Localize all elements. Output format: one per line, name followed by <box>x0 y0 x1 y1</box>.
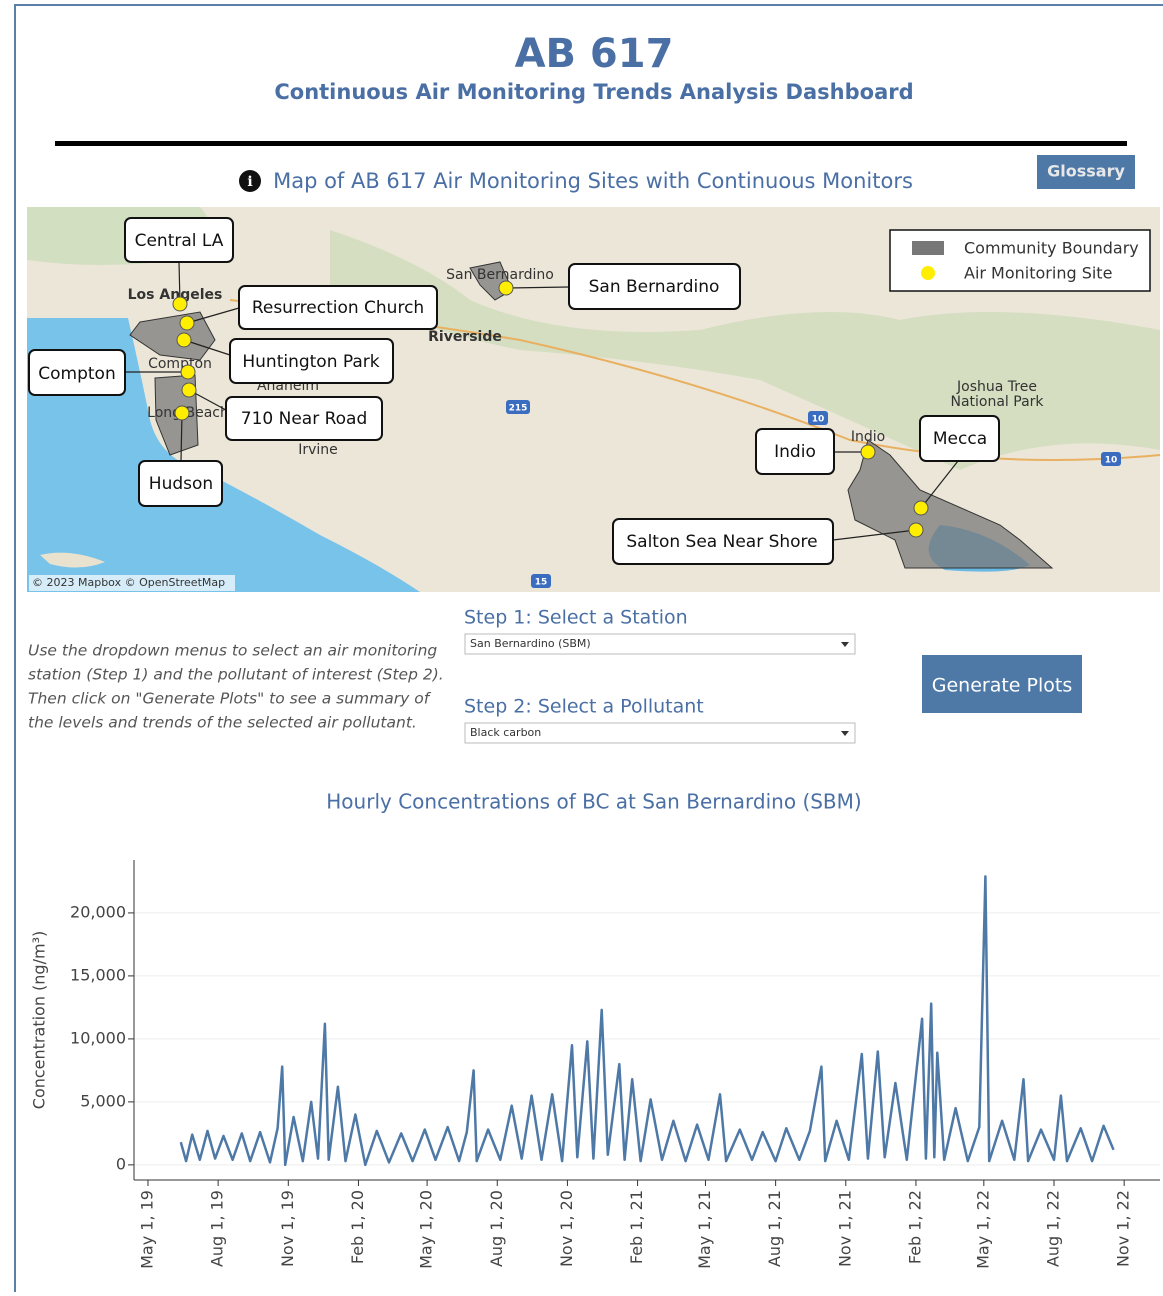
monitoring-site[interactable] <box>181 365 195 379</box>
y-axis-label: Concentration (ng/m³) <box>30 931 49 1109</box>
y-tick-label: 20,000 <box>70 902 126 921</box>
x-tick-label: May 1, 22 <box>973 1190 992 1269</box>
callout-label: Central LA <box>135 231 224 251</box>
monitoring-site[interactable] <box>173 297 187 311</box>
place-label: Joshua Tree <box>956 379 1037 395</box>
monitoring-site[interactable] <box>914 501 928 515</box>
y-tick-label: 15,000 <box>70 965 126 984</box>
x-tick-label: Feb 1, 21 <box>627 1190 646 1264</box>
highway-label: 215 <box>509 404 528 414</box>
x-tick-label: Nov 1, 21 <box>835 1190 854 1267</box>
map-title: Map of AB 617 Air Monitoring Sites with … <box>273 169 913 193</box>
step2-label: Step 2: Select a Pollutant <box>464 696 704 718</box>
monitoring-site[interactable] <box>909 523 923 537</box>
y-tick-label: 10,000 <box>70 1028 126 1047</box>
x-tick-label: Aug 1, 21 <box>765 1190 784 1267</box>
place-label: Riverside <box>428 329 502 345</box>
x-tick-label: Aug 1, 20 <box>487 1190 506 1267</box>
callout-label: San Bernardino <box>589 277 720 297</box>
divider <box>55 141 1127 146</box>
station-value[interactable]: San Bernardino (SBM) <box>470 637 591 650</box>
x-tick-label: Nov 1, 22 <box>1114 1190 1133 1267</box>
legend-swatch <box>912 241 944 255</box>
chart: Hourly Concentrations of BC at San Berna… <box>30 790 1161 1269</box>
title: AB 617 <box>515 31 674 77</box>
instruction-line: Use the dropdown menus to select an air … <box>28 642 437 660</box>
callout-label: 710 Near Road <box>241 409 368 429</box>
y-tick-label: 0 <box>116 1154 126 1173</box>
place-label: San Bernardino <box>446 267 554 283</box>
x-tick-label: Aug 1, 19 <box>208 1190 227 1267</box>
step1-label: Step 1: Select a Station <box>464 607 688 629</box>
attribution[interactable]: © 2023 Mapbox © OpenStreetMap <box>32 576 225 589</box>
callout-label: Indio <box>774 442 816 462</box>
dashboard: AB 617 Continuous Air Monitoring Trends … <box>0 0 1163 1292</box>
callout-label: Salton Sea Near Shore <box>626 532 817 552</box>
info-glyph: i <box>247 174 252 190</box>
map: 215 10 15 10 Los Angeles Compton Anaheim… <box>27 207 1160 592</box>
y-tick-label: 5,000 <box>80 1091 126 1110</box>
instruction-line: Then click on "Generate Plots" to see a … <box>28 690 432 708</box>
monitoring-site[interactable] <box>861 445 875 459</box>
pollutant-value[interactable]: Black carbon <box>470 726 541 739</box>
highway-label: 10 <box>812 415 825 425</box>
monitoring-site[interactable] <box>499 281 513 295</box>
highway-label: 15 <box>535 578 548 588</box>
legend-label: Air Monitoring Site <box>964 264 1112 283</box>
instruction-line: the levels and trends of the selected ai… <box>28 714 417 732</box>
monitoring-site[interactable] <box>177 333 191 347</box>
x-tick-label: Aug 1, 22 <box>1043 1190 1062 1267</box>
x-tick-label: May 1, 20 <box>417 1190 436 1269</box>
x-tick-label: Nov 1, 19 <box>278 1190 297 1267</box>
controls: Use the dropdown menus to select an air … <box>28 607 1082 744</box>
monitoring-site[interactable] <box>182 383 196 397</box>
glossary-label[interactable]: Glossary <box>1047 162 1125 181</box>
place-label: Compton <box>148 356 212 372</box>
place-label: National Park <box>950 394 1044 410</box>
x-tick-label: May 1, 19 <box>137 1190 156 1269</box>
monitoring-site[interactable] <box>180 316 194 330</box>
callout-label: Mecca <box>933 429 987 449</box>
x-tick-label: Nov 1, 20 <box>557 1190 576 1267</box>
callout-label: Huntington Park <box>242 352 379 372</box>
page: AB 617 Continuous Air Monitoring Trends … <box>0 0 1163 1292</box>
x-tick-label: Feb 1, 22 <box>905 1190 924 1264</box>
legend-swatch <box>921 266 935 280</box>
callout-label: Compton <box>38 364 115 384</box>
series-line <box>181 876 1114 1165</box>
callout-label: Resurrection Church <box>252 298 424 318</box>
monitoring-site[interactable] <box>175 406 189 420</box>
chart-title: Hourly Concentrations of BC at San Berna… <box>326 790 861 814</box>
place-label: Irvine <box>298 442 338 458</box>
x-tick-label: May 1, 21 <box>695 1190 714 1269</box>
highway-label: 10 <box>1105 456 1118 466</box>
generate-label[interactable]: Generate Plots <box>932 675 1073 697</box>
legend-label: Community Boundary <box>964 239 1139 258</box>
callout-label: Hudson <box>149 474 213 494</box>
instruction-line: station (Step 1) and the pollutant of in… <box>28 666 444 684</box>
place-label: Indio <box>851 429 885 445</box>
x-tick-label: Feb 1, 20 <box>348 1190 367 1264</box>
subtitle: Continuous Air Monitoring Trends Analysi… <box>274 80 913 104</box>
